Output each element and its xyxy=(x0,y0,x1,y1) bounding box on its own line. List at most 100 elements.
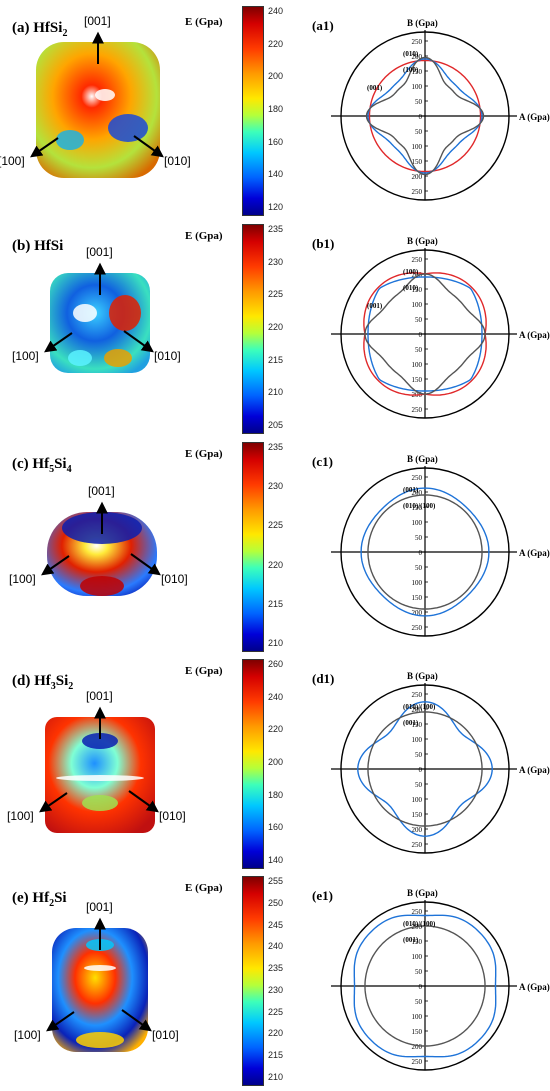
direction-label: [010] xyxy=(164,154,191,168)
polar-tick-label: 150 xyxy=(412,158,423,166)
direction-arrow xyxy=(30,137,59,158)
colorbar-tick: 220 xyxy=(268,322,284,332)
polar-tick-label: 50 xyxy=(415,534,423,542)
colorbar-tick: 160 xyxy=(268,822,284,833)
polar-curve xyxy=(367,711,483,827)
polar-curve xyxy=(368,59,482,173)
formula-si: Si xyxy=(49,20,63,36)
direction-label: [010] xyxy=(161,572,188,586)
direction-arrow xyxy=(39,792,68,813)
elastic-surface xyxy=(44,262,154,373)
colorbar-tick: 140 xyxy=(268,855,284,865)
colorbar-tick: 235 xyxy=(268,442,284,452)
panel-e: (e) Hf2Si E (Gpa) 255 250 245 240 235 230 225 220… xyxy=(0,870,550,1088)
formula-el-sub: 3 xyxy=(50,681,56,692)
direction-label: [100] xyxy=(9,572,36,586)
polar-curve xyxy=(364,273,486,395)
colorbar-tick: 205 xyxy=(268,420,284,430)
direction-arrow xyxy=(128,790,159,813)
colorbar-label: E (Gpa) xyxy=(185,665,223,677)
polar-panel-label: (a1) xyxy=(312,18,334,33)
colorbar-tick: 225 xyxy=(268,289,284,300)
polar-tick-label: 250 xyxy=(412,474,423,482)
panel-c: (c) Hf5Si4 E (Gpa) 235 230 225 220 215 210 [001]… xyxy=(0,436,550,654)
colorbar-tick: 230 xyxy=(268,481,284,492)
panel-title: (b) HfSi xyxy=(12,238,63,255)
polar-curve xyxy=(353,914,497,1058)
polar-tick-label: 100 xyxy=(412,361,423,369)
polar-tick-label: 0 xyxy=(419,113,423,121)
colorbar-tick: 220 xyxy=(268,1028,284,1039)
colorbar-tick: 220 xyxy=(268,724,284,735)
polar-tick-label: 250 xyxy=(412,624,423,632)
polar-curve xyxy=(357,701,493,837)
plane-label: (010)/(100) xyxy=(403,920,436,928)
colorbar-tick: 220 xyxy=(268,38,284,49)
colorbar-tick: 240 xyxy=(268,941,284,952)
colorbar-tick: 200 xyxy=(268,71,284,82)
formula-si: Si xyxy=(55,673,69,689)
formula-si: Si xyxy=(54,456,67,472)
colorbar-tick: 180 xyxy=(268,789,284,800)
plane-label: (001) xyxy=(367,302,383,310)
polar-tick-label: 50 xyxy=(415,998,423,1006)
formula-el: Hf xyxy=(33,20,50,36)
direction-arrow xyxy=(46,1011,75,1032)
colorbar-label: E (Gpa) xyxy=(185,882,223,894)
panel-letter: (e) xyxy=(12,890,29,906)
polar-tick-label: 150 xyxy=(412,938,423,946)
polar-tick-label: 200 xyxy=(412,489,423,497)
colorbar-tick: 245 xyxy=(268,919,284,930)
polar-tick-label: 250 xyxy=(412,188,423,196)
panel-d: (d) Hf3Si2 E (Gpa) 260 240 220 200 180 160 140 [0… xyxy=(0,653,550,871)
colorbar-tick: 210 xyxy=(268,387,284,398)
polar-tick-label: 200 xyxy=(412,53,423,61)
elastic-surface xyxy=(30,31,164,178)
panel-letter: (b) xyxy=(12,238,31,254)
polar-tick-label: 200 xyxy=(412,173,423,181)
colorbar-tick: 235 xyxy=(268,224,284,234)
polar-curve xyxy=(367,494,483,610)
polar-tick-label: 250 xyxy=(412,38,423,46)
polar-panel-label: (d1) xyxy=(312,671,335,686)
plane-label: (001) xyxy=(403,719,419,727)
polar-tick-label: 250 xyxy=(412,908,423,916)
b-axis-label: B (Gpa) xyxy=(407,18,438,28)
polar-curve xyxy=(364,925,486,1047)
surface-region xyxy=(104,349,132,367)
plane-label: (100) xyxy=(403,268,419,276)
polar-curve xyxy=(367,58,483,174)
surface-region xyxy=(80,576,124,596)
surface-region xyxy=(82,795,118,811)
colorbar-label: E (Gpa) xyxy=(185,448,223,460)
direction-arrow xyxy=(133,135,164,158)
polar-tick-label: 50 xyxy=(415,346,423,354)
direction-label: [010] xyxy=(154,349,181,363)
polar-tick-label: 100 xyxy=(412,83,423,91)
panel-a: (a) HfSi2 E (Gpa) 240 220 200 180 160 140 120 [00… xyxy=(0,0,550,218)
polar-tick-label: 100 xyxy=(412,301,423,309)
surface-region xyxy=(56,130,84,150)
colorbar-tick: 255 xyxy=(268,876,284,886)
formula-si-sub: 2 xyxy=(62,28,68,39)
colorbar-tick: 240 xyxy=(268,6,284,16)
formula-el-sub: 5 xyxy=(49,464,55,475)
colorbar-tick: 210 xyxy=(268,638,284,648)
polar-tick-label: 150 xyxy=(412,286,423,294)
colorbar-tick: 250 xyxy=(268,897,284,908)
direction-label: [100] xyxy=(14,1028,41,1042)
direction-label: [010] xyxy=(159,809,186,823)
polar-tick-label: 0 xyxy=(419,983,423,991)
plane-label: (010) xyxy=(403,50,419,58)
plane-label: (010)/(100) xyxy=(403,502,436,510)
plane-label: (010)/(100) xyxy=(403,703,436,711)
plane-label: (010) xyxy=(403,284,419,292)
polar-tick-label: 250 xyxy=(412,841,423,849)
direction-label: [001] xyxy=(88,484,115,498)
surface-region xyxy=(95,89,115,101)
surface-body xyxy=(52,928,148,1052)
polar-panel-label: (e1) xyxy=(312,888,333,903)
